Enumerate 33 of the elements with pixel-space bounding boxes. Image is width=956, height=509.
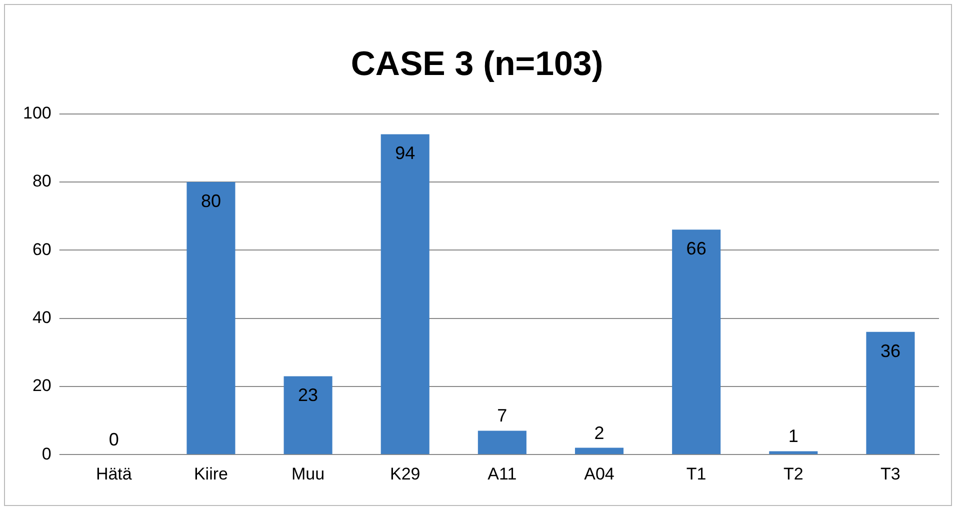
x-tick-label: Muu <box>292 464 325 484</box>
bar <box>284 376 332 454</box>
data-label: 0 <box>108 430 119 450</box>
y-tick-label: 100 <box>22 103 52 122</box>
data-label: 23 <box>298 385 318 406</box>
data-label: 2 <box>594 422 604 443</box>
bar <box>672 230 721 454</box>
y-tick-label: 20 <box>32 376 52 396</box>
y-tick-label: 80 <box>32 172 52 191</box>
data-label: 80 <box>200 190 221 211</box>
x-tick-label: A04 <box>584 464 614 484</box>
x-tick-label: T3 <box>880 464 900 484</box>
data-label: 1 <box>788 426 798 446</box>
bar <box>866 332 915 454</box>
x-tick-label: T1 <box>686 464 706 484</box>
y-tick-label: 40 <box>32 308 52 327</box>
x-tick-label: Hätä <box>96 464 132 484</box>
data-label: 7 <box>497 406 508 426</box>
x-tick-label: A11 <box>488 464 517 484</box>
bar <box>574 448 624 454</box>
chart-title: CASE 3 (n=103) <box>350 44 604 83</box>
y-tick-label: 60 <box>32 240 52 259</box>
y-tick-label: 0 <box>42 444 52 464</box>
data-label: 36 <box>880 340 900 361</box>
data-label: 94 <box>395 143 416 164</box>
x-tick-label: K29 <box>390 464 420 484</box>
bar <box>769 451 818 454</box>
x-tick-label: Kiire <box>194 464 228 484</box>
bar <box>186 182 236 454</box>
x-tick-label: T2 <box>783 464 804 484</box>
bar <box>478 430 526 454</box>
bar <box>380 134 430 454</box>
data-label: 66 <box>686 238 706 259</box>
